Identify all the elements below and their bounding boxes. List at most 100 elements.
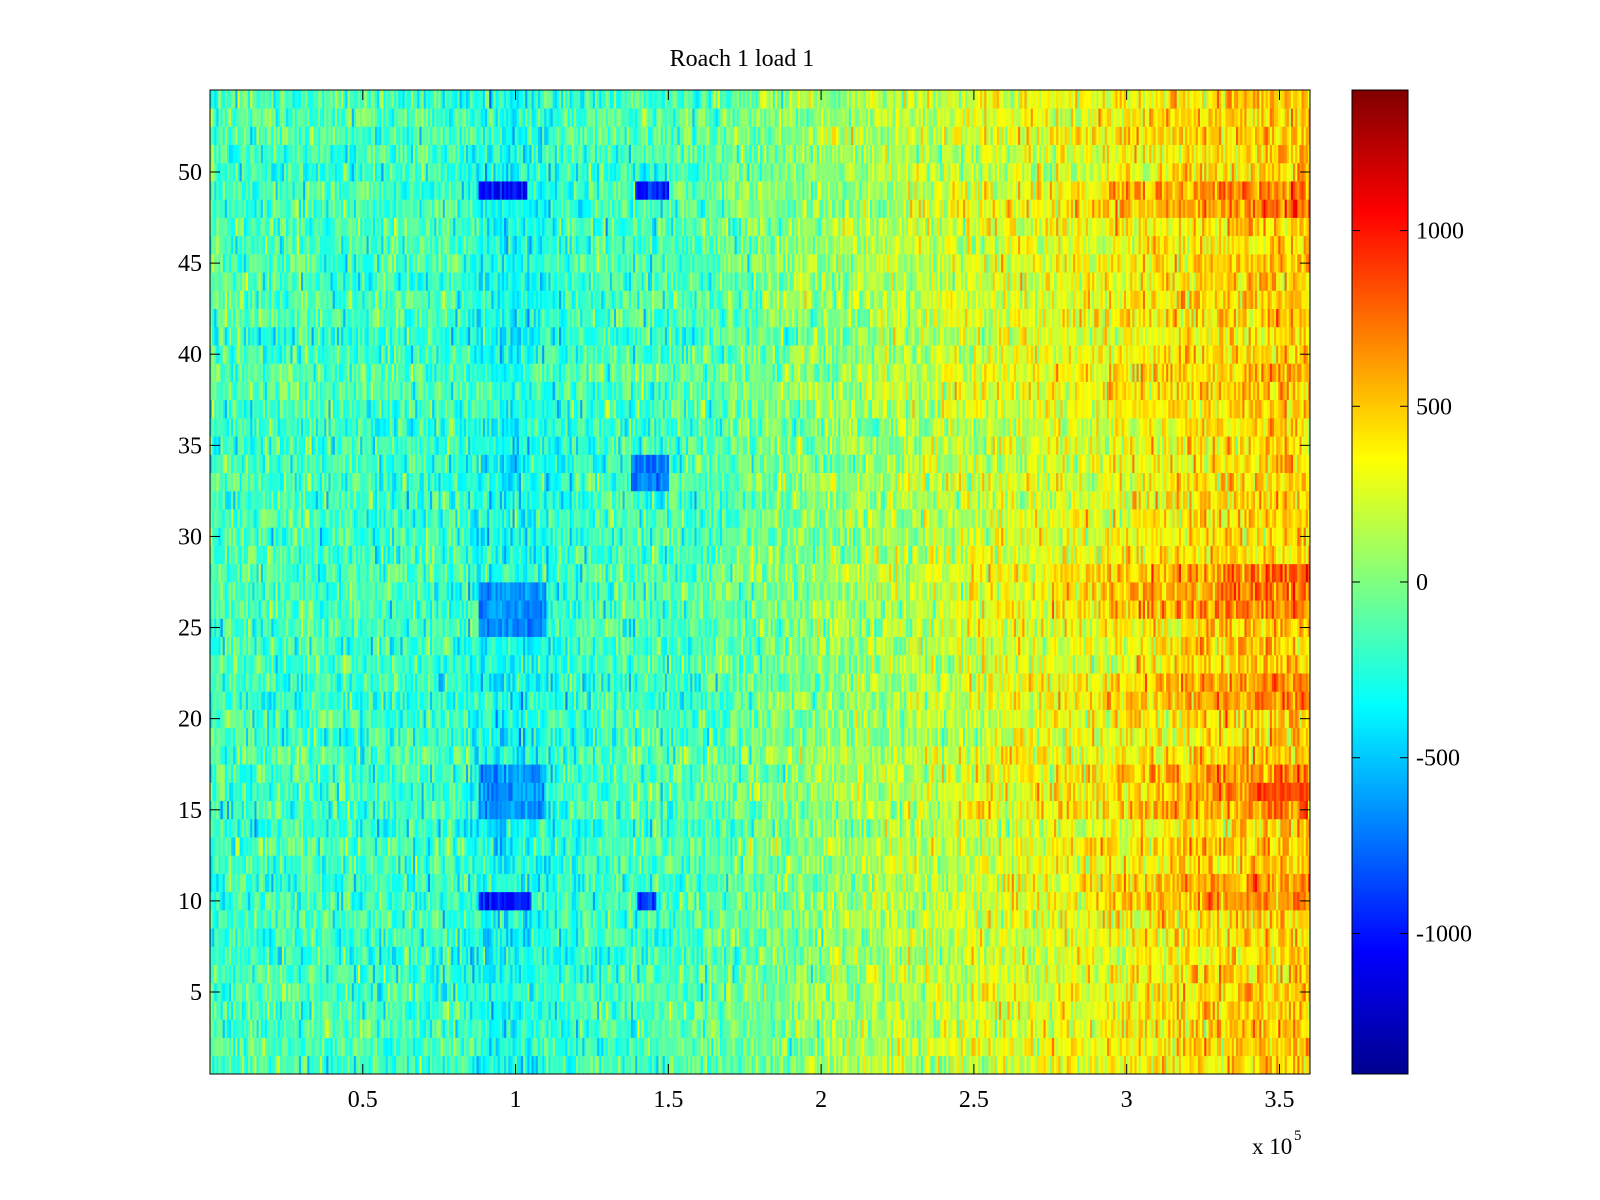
heatmap-cell: [533, 1055, 537, 1075]
heatmap-cell: [1305, 1001, 1309, 1020]
heatmap-cell: [372, 910, 376, 929]
heatmap-cell: [1305, 964, 1309, 984]
heatmap-cell: [345, 891, 348, 911]
heatmap-cell: [1172, 928, 1175, 947]
heatmap-cell: [379, 1001, 382, 1020]
heatmap-cell: [391, 910, 395, 929]
heatmap-cell: [1083, 910, 1087, 929]
heatmap-cell: [499, 1037, 503, 1057]
heatmap-cell: [1155, 910, 1159, 929]
heatmap-cell: [1062, 1001, 1065, 1020]
heatmap-cell: [749, 982, 752, 1002]
heatmap-cell: [508, 1019, 511, 1038]
heatmap-cell: [531, 1055, 535, 1075]
heatmap-cell: [1145, 946, 1148, 966]
heatmap-cell: [616, 910, 619, 929]
heatmap-cell: [379, 1055, 382, 1075]
heatmap-cell: [1271, 1019, 1275, 1038]
heatmap-cell: [918, 910, 922, 929]
heatmap-cell: [1130, 1001, 1133, 1020]
heatmap-cell: [783, 910, 786, 929]
heatmap-cell: [1267, 910, 1271, 929]
heatmap-cell: [298, 982, 302, 1002]
heatmap-cell: [717, 946, 721, 966]
heatmap-cell: [768, 1019, 771, 1038]
heatmap-cell: [760, 964, 763, 984]
heatmap-cell: [267, 1019, 270, 1038]
heatmap-cell: [1087, 928, 1091, 947]
heatmap-cell: [402, 1037, 405, 1057]
heatmap-cell: [442, 946, 446, 966]
heatmap-cell: [470, 1019, 473, 1038]
heatmap-cell: [419, 982, 422, 1002]
heatmap-cell: [1208, 946, 1211, 966]
heatmap-cell: [736, 1001, 740, 1020]
heatmap-cell: [679, 1055, 683, 1075]
heatmap-cell: [1035, 1037, 1038, 1057]
heatmap-cell: [681, 946, 685, 966]
heatmap-cell: [747, 1019, 750, 1038]
heatmap-cell: [1238, 1019, 1241, 1038]
heatmap-cell: [245, 1019, 249, 1038]
heatmap-cell: [1043, 928, 1046, 947]
heatmap-cell: [1047, 982, 1051, 1002]
heatmap-cell: [728, 910, 731, 929]
heatmap-cell: [364, 982, 367, 1002]
heatmap-cell: [341, 1037, 344, 1057]
heatmap-cell: [1026, 1037, 1030, 1057]
heatmap-cell: [793, 982, 797, 1002]
heatmap-cell: [986, 946, 989, 966]
heatmap-cell: [944, 964, 947, 984]
heatmap-cell: [825, 946, 829, 966]
heatmap-cell: [954, 964, 958, 984]
heatmap-cell: [279, 1055, 283, 1075]
heatmap-cell: [548, 928, 551, 947]
heatmap-cell: [368, 928, 372, 947]
heatmap-cell: [269, 928, 272, 947]
heatmap-cell: [669, 982, 672, 1002]
heatmap-cell: [510, 1037, 513, 1057]
heatmap-cell: [436, 1055, 439, 1075]
heatmap-cell: [313, 891, 317, 911]
heatmap-cell: [783, 964, 786, 984]
heatmap-cell: [1079, 1037, 1082, 1057]
heatmap-cell: [476, 1001, 480, 1020]
heatmap-cell: [753, 910, 757, 929]
heatmap-cell: [664, 946, 668, 966]
heatmap-cell: [571, 891, 575, 911]
heatmap-cell: [647, 964, 651, 984]
heatmap-cell: [1145, 964, 1148, 984]
heatmap-cell: [298, 1019, 302, 1038]
heatmap-cell: [1092, 910, 1095, 929]
heatmap-cell: [724, 1055, 727, 1075]
heatmap-cell: [343, 1055, 346, 1075]
heatmap-cell: [339, 1055, 342, 1075]
heatmap-cell: [671, 1019, 674, 1038]
heatmap-cell: [1267, 1037, 1271, 1057]
heatmap-cell: [1051, 982, 1055, 1002]
heatmap-cell: [1125, 910, 1129, 929]
heatmap-cell: [1077, 964, 1080, 984]
heatmap-cell: [1117, 964, 1120, 984]
heatmap-cell: [1170, 982, 1173, 1002]
heatmap-cell: [1013, 946, 1017, 966]
heatmap-cell: [347, 1001, 350, 1020]
heatmap-cell: [506, 910, 509, 929]
heatmap-cell: [1077, 1037, 1080, 1057]
heatmap-cell: [683, 910, 687, 929]
heatmap-cell: [262, 928, 266, 947]
heatmap-cell: [618, 964, 621, 984]
heatmap-cell: [1284, 1037, 1288, 1057]
heatmap-cell: [607, 891, 611, 911]
heatmap-cell: [224, 1001, 228, 1020]
heatmap-cell: [698, 964, 702, 984]
heatmap-cell: [220, 946, 224, 966]
heatmap-cell: [224, 964, 228, 984]
heatmap-cell: [933, 1001, 936, 1020]
heatmap-cell: [791, 910, 795, 929]
heatmap-cell: [815, 891, 818, 911]
heatmap-cell: [1140, 982, 1144, 1002]
heatmap-cell: [434, 982, 437, 1002]
heatmap-cell: [730, 964, 733, 984]
heatmap-cell: [793, 1037, 797, 1057]
